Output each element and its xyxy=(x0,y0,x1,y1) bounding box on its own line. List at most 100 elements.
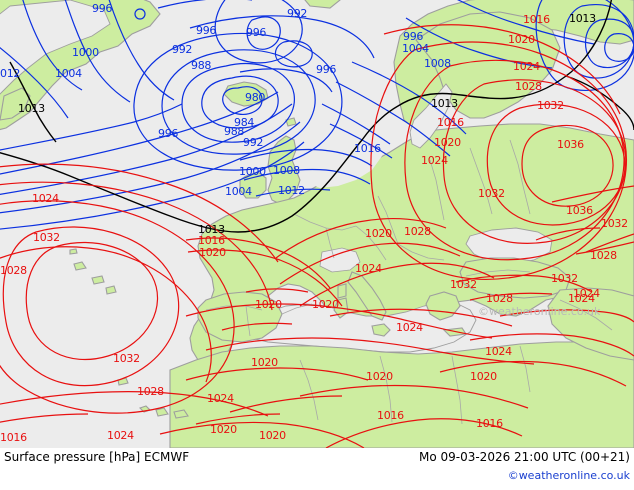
isobar-1024-med xyxy=(329,308,513,327)
isobar-1020-med xyxy=(185,303,493,339)
land-greenland-coast-a xyxy=(0,87,31,121)
isobar-label-992-7: 992 xyxy=(172,43,193,56)
isobar-1028-azores-b xyxy=(0,246,212,383)
isobar-label-1032-56: 1032 xyxy=(113,352,140,365)
isobar-label-1024-62: 1024 xyxy=(207,392,234,405)
footer-copyright[interactable]: ©weatheronline.co.uk xyxy=(507,469,630,482)
isobar-1024-south xyxy=(0,391,269,417)
isobar-1016-mideast xyxy=(439,360,627,387)
isobar-biscay-a xyxy=(245,288,309,293)
land-italy xyxy=(347,271,387,321)
isobar-label-1013-21: 1013 xyxy=(18,102,45,115)
isobar-label-1016-63: 1016 xyxy=(377,409,404,422)
isobar-label-1024-14: 1024 xyxy=(513,60,540,73)
isobar-label-996-3: 996 xyxy=(246,26,267,39)
isobar-1013-atlantic xyxy=(0,139,363,233)
isobar-caucasus xyxy=(535,227,601,241)
isobar-label-996-24: 996 xyxy=(158,127,179,140)
land-turkey xyxy=(459,257,571,299)
isobar-1028-core xyxy=(442,79,627,244)
isobar-label-1024-65: 1024 xyxy=(107,429,134,442)
isobar-1036-east xyxy=(551,185,634,203)
isobar-label-996-0: 996 xyxy=(92,2,113,15)
isobar-1004b xyxy=(157,0,252,9)
isobar-label-988-25: 988 xyxy=(224,125,245,138)
isobar-label-1016-23: 1016 xyxy=(437,116,464,129)
isobar-996 xyxy=(133,32,343,171)
isobar-label-1036-39: 1036 xyxy=(566,204,593,217)
land-azores xyxy=(69,248,117,295)
isobar-label-1036-26: 1036 xyxy=(557,138,584,151)
isobar-label-1016-28: 1016 xyxy=(354,142,381,155)
isobar-label-1020-9: 1020 xyxy=(508,33,535,46)
isobar-1024-core xyxy=(404,59,625,261)
isobar-label-984-22: 984 xyxy=(234,116,255,129)
isobar-nor-e xyxy=(456,0,595,45)
isobar-1024-europe xyxy=(279,242,461,285)
isobars-1013-layer xyxy=(0,0,634,233)
isobar-label-1032-20: 1032 xyxy=(537,99,564,112)
isobar-label-1032-35: 1032 xyxy=(478,187,505,200)
isobar-992 xyxy=(161,49,316,155)
isobar-1013-russia xyxy=(565,75,634,131)
isobar-label-1028-17: 1028 xyxy=(515,80,542,93)
isobar-label-1000-10: 1000 xyxy=(72,46,99,59)
isobar-label-1024-36: 1024 xyxy=(32,192,59,205)
isobar-label-996-13: 996 xyxy=(316,63,337,76)
isobar-1000b xyxy=(189,15,375,59)
isobar-1016-africa-b xyxy=(325,418,523,448)
isobar-greenland-a xyxy=(64,0,131,103)
isobar-greenland-d xyxy=(0,47,69,119)
isobar-996-lower xyxy=(239,68,333,93)
isobar-label-1024-46: 1024 xyxy=(355,262,382,275)
pressure-cell-marker xyxy=(134,8,146,20)
isobar-label-1024-55: 1024 xyxy=(396,321,423,334)
isobar-980 xyxy=(222,86,263,115)
pressure-map[interactable]: 996 992 996 996 996 1016 1013 992 1004 1020 1000 10… xyxy=(0,0,634,448)
isobar-label-1016-38: 1016 xyxy=(198,234,225,247)
land-canary-islands xyxy=(138,405,189,419)
footer-datetime: Mo 09-03-2026 21:00 UTC (00+21) xyxy=(418,450,630,464)
isobar-1012 xyxy=(0,141,305,230)
isobar-1020-canary xyxy=(195,413,281,425)
land-north-africa xyxy=(169,341,634,448)
footer-title: Surface pressure [hPa] ECMWF xyxy=(4,450,190,464)
isobar-label-1004-8: 1004 xyxy=(402,42,429,55)
land-svalbard xyxy=(304,0,341,9)
isobar-label-1008-31: 1008 xyxy=(273,164,300,177)
isobar-label-1020-59: 1020 xyxy=(366,370,393,383)
isobar-cell-a xyxy=(246,16,281,50)
land-great-britain xyxy=(267,135,301,205)
isobar-1016-sahara-left xyxy=(0,413,89,423)
isobar-1024-mideast xyxy=(499,309,634,323)
isobar-label-996-4: 996 xyxy=(403,30,424,43)
isobar-1036-core xyxy=(521,124,614,207)
isobar-1028-east xyxy=(575,241,634,255)
isobar-label-1013-37: 1013 xyxy=(198,223,225,236)
isobar-1013-scandinavia xyxy=(361,0,613,141)
isobar-uk-a xyxy=(239,148,373,167)
isobar-label-1020-52: 1020 xyxy=(312,298,339,311)
land-corsica xyxy=(337,283,347,299)
isobar-label-1004-15: 1004 xyxy=(55,67,82,80)
isobar-greenland-c xyxy=(22,0,83,91)
isobar-greenland-b xyxy=(108,0,175,101)
isobar-1008 xyxy=(0,121,301,214)
land-sicily xyxy=(371,323,391,337)
isobar-biscay-b xyxy=(221,322,293,331)
isobar-1016-africa xyxy=(299,384,529,409)
isobar-label-1028-61: 1028 xyxy=(137,385,164,398)
isobar-984 xyxy=(201,75,279,129)
isobar-label-1024-54: 1024 xyxy=(568,292,595,305)
isobar-label-1028-53: 1028 xyxy=(486,292,513,305)
isobar-996-arm xyxy=(0,103,183,151)
isobar-1016-atl xyxy=(0,163,279,263)
isobar-label-1013-6: 1013 xyxy=(569,12,596,25)
isobar-1024-azores xyxy=(0,181,273,311)
isobar-label-1020-57: 1020 xyxy=(251,356,278,369)
isobar-label-1020-41: 1020 xyxy=(199,246,226,259)
isobar-label-1032-49: 1032 xyxy=(551,272,578,285)
country-borders-layer xyxy=(205,139,613,425)
isobar-label-992-1: 992 xyxy=(287,7,308,20)
